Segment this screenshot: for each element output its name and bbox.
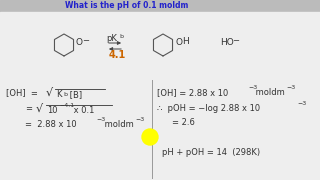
Text: −: − — [232, 36, 239, 45]
Text: [OH] = 2.88 x 10: [OH] = 2.88 x 10 — [157, 88, 228, 97]
Text: 4.1: 4.1 — [109, 50, 126, 60]
Text: −3: −3 — [96, 117, 105, 122]
Text: pK: pK — [106, 34, 117, 43]
Text: −3: −3 — [286, 85, 295, 90]
Text: moldm: moldm — [253, 88, 285, 97]
Text: [B]: [B] — [67, 90, 82, 99]
Text: −3: −3 — [248, 85, 257, 90]
Text: = 2.6: = 2.6 — [172, 118, 195, 127]
Text: K: K — [56, 90, 61, 99]
Circle shape — [142, 129, 158, 145]
Text: ∴  pOH = −log 2.88 x 10: ∴ pOH = −log 2.88 x 10 — [157, 104, 260, 113]
Text: √: √ — [36, 104, 43, 114]
Text: =: = — [25, 104, 32, 113]
Text: [OH]  =: [OH] = — [6, 88, 38, 97]
Text: What is the pH of 0.1 moldm: What is the pH of 0.1 moldm — [65, 1, 188, 10]
Bar — [0, 0, 320, 12]
Text: −: − — [82, 36, 89, 45]
Text: −4.1: −4.1 — [59, 103, 74, 108]
Text: HO: HO — [220, 38, 234, 47]
Text: pH + pOH = 14  (298K): pH + pOH = 14 (298K) — [162, 148, 260, 157]
Text: x 0.1: x 0.1 — [71, 106, 94, 115]
Text: b: b — [63, 92, 67, 97]
Text: O: O — [175, 38, 182, 47]
Text: −3: −3 — [135, 117, 144, 122]
Text: b: b — [119, 34, 123, 39]
Text: √: √ — [46, 88, 53, 98]
Text: H: H — [182, 37, 189, 46]
Text: 10: 10 — [47, 106, 58, 115]
Text: =  2.88 x 10: = 2.88 x 10 — [25, 120, 76, 129]
Text: −3: −3 — [297, 101, 306, 106]
Text: O: O — [76, 38, 83, 47]
Text: moldm: moldm — [102, 120, 134, 129]
